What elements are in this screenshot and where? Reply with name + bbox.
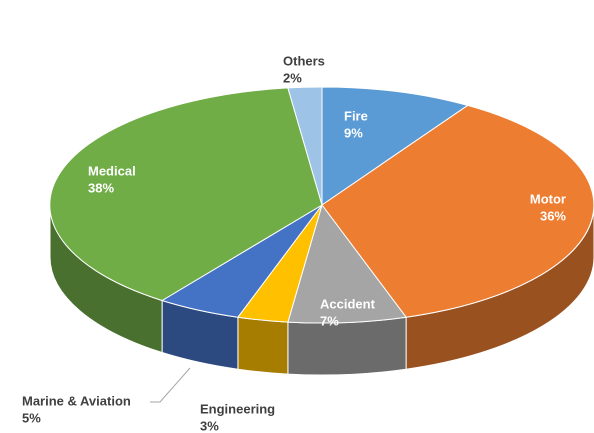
slice-label: Medical <box>88 163 136 178</box>
slice <box>321 86 469 206</box>
slice-label: Accident <box>320 296 376 311</box>
slice <box>287 203 408 324</box>
slice <box>49 87 323 302</box>
slice-label: Marine & Aviation <box>22 393 131 408</box>
slice-value-label: 5% <box>22 410 41 425</box>
slice-label: Engineering <box>200 401 275 416</box>
slice-side <box>287 316 407 376</box>
slice-value-label: 9% <box>344 125 363 140</box>
slice-value-label: 2% <box>283 70 302 85</box>
slice-value-label: 3% <box>200 418 219 433</box>
leader-line <box>150 367 191 403</box>
slice-label: Motor <box>530 191 566 206</box>
slice-value-label: 38% <box>88 180 114 195</box>
slice-value-label: 7% <box>320 313 339 328</box>
slice-label: Fire <box>344 108 368 123</box>
slice <box>321 104 594 318</box>
slice-value-label: 36% <box>540 208 566 223</box>
slice-side <box>237 316 289 375</box>
slice-label: Others <box>283 53 325 68</box>
slice <box>287 86 323 206</box>
